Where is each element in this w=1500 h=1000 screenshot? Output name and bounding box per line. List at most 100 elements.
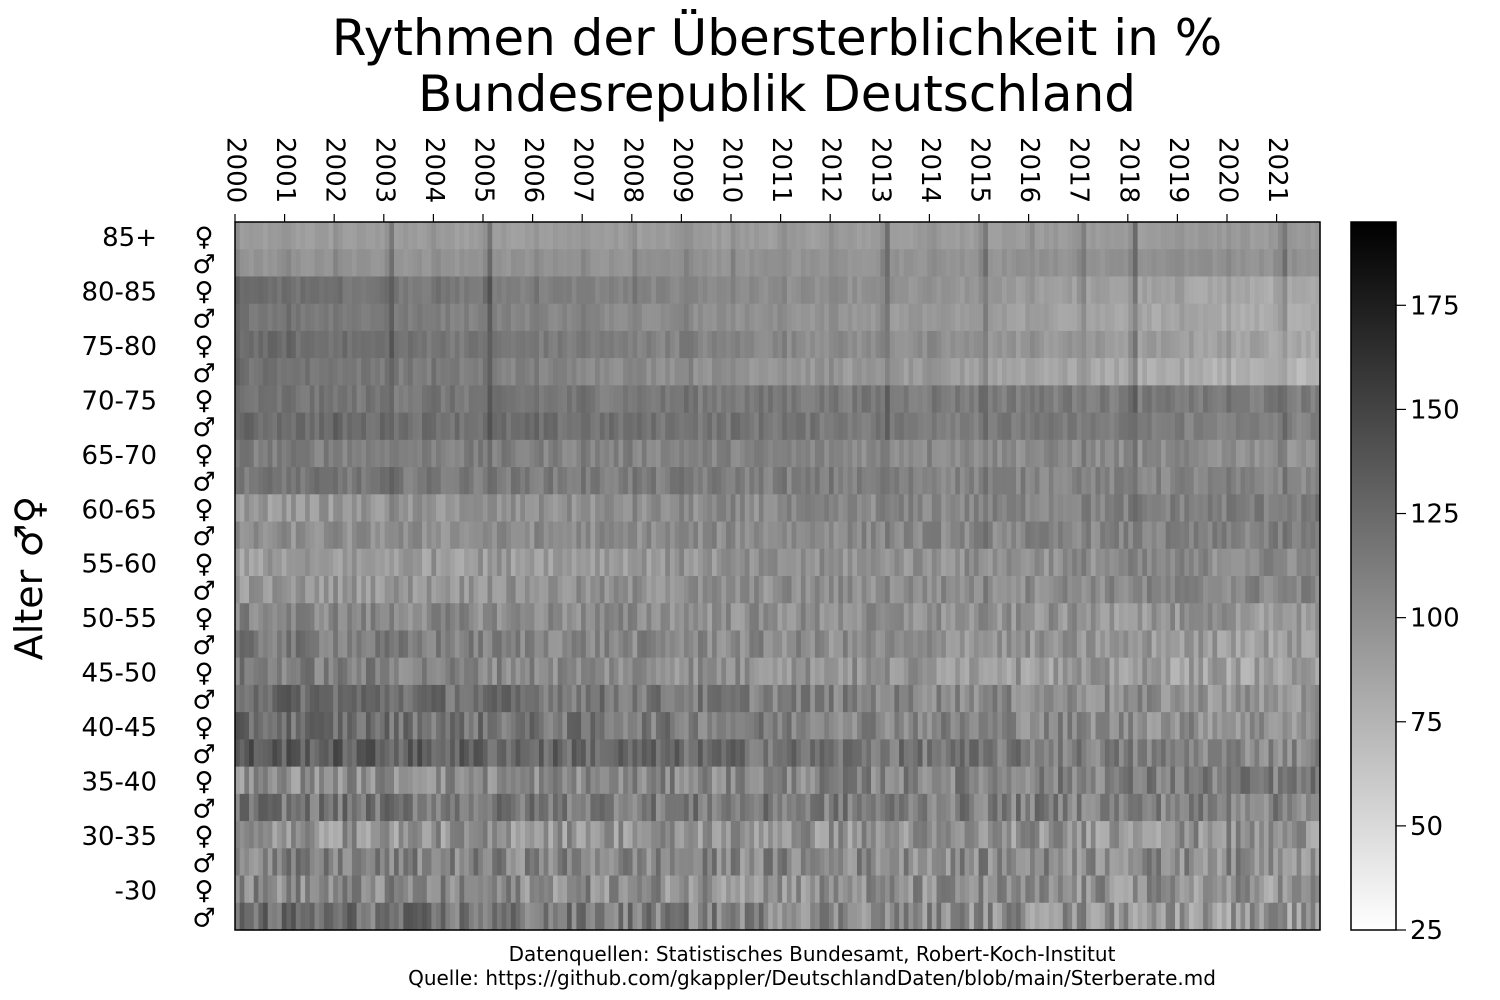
heatmap-cell — [1104, 412, 1111, 441]
heatmap-cell — [927, 684, 933, 713]
heatmap-cell — [595, 548, 601, 577]
heatmap-cell — [323, 793, 330, 822]
heatmap-cell — [1217, 739, 1223, 768]
heatmap-cell — [772, 630, 779, 659]
heatmap-cell — [758, 657, 765, 686]
heatmap-cell — [1044, 276, 1050, 305]
heatmap-cell — [464, 739, 470, 768]
heatmap-cell — [1207, 521, 1214, 550]
heatmap-cell — [319, 249, 325, 278]
heatmap-cell — [805, 657, 811, 686]
heatmap-cell — [749, 603, 755, 632]
heatmap-cell — [267, 793, 274, 822]
heatmap-cell — [740, 793, 746, 822]
heatmap-cell — [263, 412, 269, 441]
heatmap-cell — [726, 222, 732, 250]
heatmap-cell — [1100, 303, 1106, 332]
heatmap-cell — [866, 467, 872, 495]
heatmap-cell — [931, 548, 938, 577]
heatmap-cell — [244, 603, 250, 632]
heatmap-cell — [342, 249, 348, 278]
heatmap-cell — [309, 603, 316, 632]
heatmap-cell — [473, 712, 479, 740]
heatmap-cell — [487, 521, 493, 550]
heatmap-cell — [1249, 684, 1256, 713]
heatmap-cell — [295, 358, 302, 386]
heatmap-cell — [1235, 303, 1242, 332]
heatmap-cell — [782, 766, 788, 795]
heatmap-cell — [1090, 222, 1097, 250]
heatmap-cell — [716, 793, 722, 822]
heatmap-cell — [567, 793, 573, 822]
heatmap-cell — [1189, 494, 1195, 523]
heatmap-cell — [408, 603, 414, 632]
heatmap-cell — [782, 630, 788, 659]
heatmap-cell — [333, 222, 339, 250]
heatmap-cell — [604, 222, 610, 250]
heatmap-cell — [688, 766, 694, 795]
heatmap-cell — [838, 657, 844, 686]
heatmap-cell — [931, 330, 938, 359]
heatmap-cell — [1020, 467, 1026, 495]
heatmap-cell — [426, 684, 433, 713]
heatmap-cell — [1030, 766, 1036, 795]
heatmap-cell — [1016, 712, 1022, 740]
heatmap-cell — [609, 276, 615, 305]
heatmap-cell — [305, 358, 311, 386]
heatmap-cell — [683, 412, 690, 441]
heatmap-cell — [1315, 358, 1321, 386]
heatmap-cell — [730, 276, 737, 305]
heatmap-cell — [1198, 358, 1204, 386]
heatmap-cell — [885, 548, 891, 577]
heatmap-cell — [950, 385, 956, 414]
heatmap-cell — [721, 439, 727, 468]
heatmap-cell — [613, 521, 620, 550]
heatmap-cell — [1011, 548, 1017, 577]
heatmap-cell — [309, 330, 316, 359]
heatmap-cell — [599, 739, 606, 768]
heatmap-cell — [959, 657, 966, 686]
heatmap-cell — [1207, 548, 1214, 577]
heatmap-cell — [1226, 548, 1232, 577]
heatmap-cell — [744, 276, 751, 305]
heatmap-cell — [726, 576, 732, 604]
heatmap-cell — [1184, 766, 1190, 795]
heatmap-cell — [655, 494, 662, 523]
heatmap-cell — [309, 276, 316, 305]
heatmap-cell — [1156, 576, 1162, 604]
heatmap-cell — [426, 249, 433, 278]
heatmap-cell — [347, 439, 353, 468]
heatmap-cell — [365, 657, 372, 686]
heatmap-cell — [1095, 548, 1101, 577]
heatmap-cell — [286, 412, 292, 441]
heatmap-cell — [1132, 576, 1139, 604]
heatmap-cell — [973, 494, 980, 523]
heatmap-cell — [1273, 303, 1279, 332]
heatmap-cell — [599, 249, 606, 278]
heatmap-cell — [819, 657, 825, 686]
heatmap-cell — [1203, 630, 1209, 659]
heatmap-cell — [772, 521, 779, 550]
heatmap-cell — [426, 276, 433, 305]
heatmap-cell — [426, 603, 433, 632]
heatmap-cell — [1160, 222, 1167, 250]
heatmap-cell — [1277, 439, 1284, 468]
heatmap-cell — [1291, 330, 1298, 359]
heatmap-cell — [1165, 439, 1171, 468]
heatmap-cell — [1207, 276, 1214, 305]
heatmap-cell — [394, 385, 400, 414]
heatmap-cell — [1301, 303, 1307, 332]
heatmap-cell — [454, 739, 461, 768]
heatmap-cell — [973, 412, 980, 441]
heatmap-cell — [749, 276, 755, 305]
heatmap-cell — [959, 385, 966, 414]
heatmap-cell — [768, 603, 774, 632]
heatmap-cell — [814, 412, 821, 441]
heatmap-cell — [702, 494, 708, 523]
heatmap-cell — [1034, 739, 1040, 768]
heatmap-cell — [267, 548, 274, 577]
heatmap-cell — [459, 603, 465, 632]
heatmap-cell — [361, 576, 367, 604]
heatmap-cell — [857, 222, 863, 250]
heatmap-cell — [501, 766, 507, 795]
